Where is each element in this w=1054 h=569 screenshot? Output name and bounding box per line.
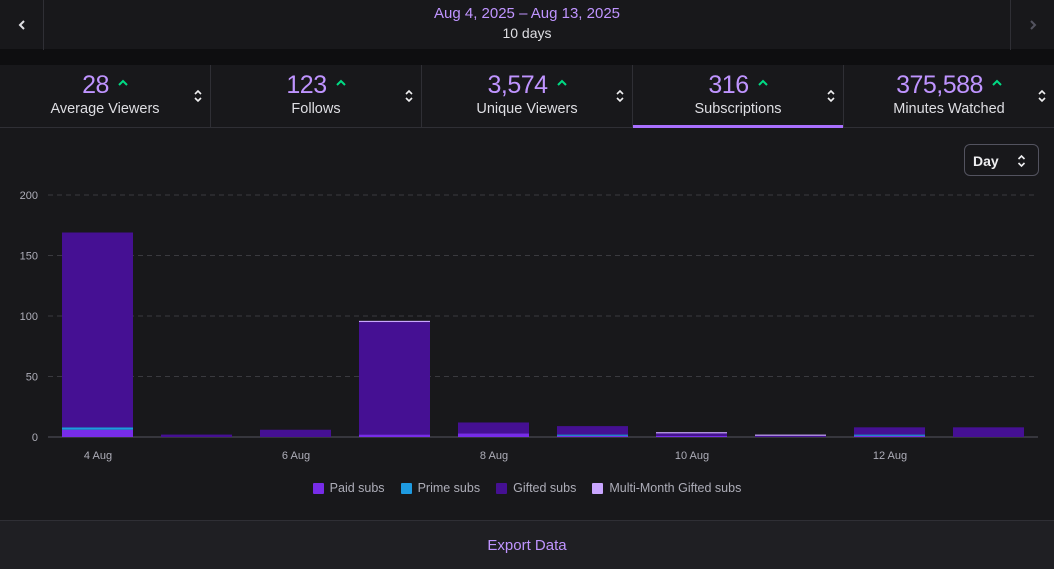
date-range: Aug 4, 2025 – Aug 13, 2025 (434, 5, 620, 22)
y-tick-label: 50 (26, 372, 38, 384)
legend-swatch (496, 482, 508, 494)
x-tick-label: 8 Aug (480, 450, 508, 462)
chart-footer: Export Data (0, 520, 1054, 569)
interval-select[interactable]: Day (964, 144, 1039, 176)
stat-value: 316 (708, 71, 749, 99)
legend-swatch (312, 482, 324, 494)
bar-segment (755, 434, 826, 436)
x-tick-label: 10 Aug (675, 450, 709, 462)
legend-swatch (592, 482, 604, 494)
subscriptions-chart: 0 50 100 150 200 4 Aug 6 Aug 8 Aug 10 Aug 12 Aug (20, 190, 1038, 462)
bar-segment (854, 435, 925, 437)
bar-segment (359, 434, 430, 437)
x-tick-label: 6 Aug (282, 450, 310, 462)
chevron-left-icon (18, 20, 25, 30)
stat-label: Average Viewers (50, 101, 160, 117)
legend-label: Gifted subs (513, 481, 577, 495)
y-tick-label: 200 (20, 190, 38, 202)
bar-segment (161, 434, 232, 437)
trend-up-icon (992, 79, 1002, 86)
bar-segment (755, 435, 826, 437)
legend-item-gifted-subs[interactable]: Gifted subs (496, 481, 576, 495)
stat-value: 123 (286, 71, 327, 99)
previous-period-button[interactable] (0, 0, 44, 50)
interval-select-value: Day (973, 153, 999, 169)
stat-value: 375,588 (896, 71, 983, 99)
bar-segment (458, 422, 529, 434)
legend-label: Prime subs (417, 481, 481, 495)
tab-minutes-watched[interactable]: 375,588 Minutes Watched (844, 65, 1054, 127)
legend-label: Multi-Month Gifted subs (609, 481, 742, 495)
y-tick-label: 100 (20, 311, 38, 323)
stat-value: 3,574 (487, 71, 548, 99)
y-tick-label: 0 (32, 432, 38, 444)
sort-icon (616, 89, 624, 103)
bar-segment (62, 427, 133, 430)
bar-segment (359, 322, 430, 435)
chart-panel: 0 50 100 150 200 4 Aug 6 Aug 8 Aug 10 Aug 12 Aug … (0, 128, 1054, 520)
x-tick-label: 4 Aug (84, 450, 112, 462)
bar-segment (458, 433, 529, 437)
legend-swatch (400, 482, 412, 494)
bar-segment (557, 434, 628, 436)
stat-label: Subscriptions (694, 101, 782, 117)
bar-segment (656, 435, 727, 437)
next-period-button[interactable] (1010, 0, 1054, 50)
bar-segment (656, 432, 727, 434)
bar-segment (557, 435, 628, 437)
sort-icon (405, 89, 413, 103)
bar-segment (359, 320, 430, 323)
export-data-button[interactable]: Export Data (487, 537, 567, 554)
bar-segment (854, 427, 925, 435)
stat-tabs: 28 Average Viewers 123 Follows 3,574 Uni… (0, 65, 1054, 128)
bar-segment (656, 433, 727, 436)
stat-value: 28 (82, 71, 109, 99)
bar-segment (62, 232, 133, 428)
bar-segment (854, 434, 925, 436)
stat-label: Minutes Watched (893, 101, 1005, 117)
sort-icon (1038, 89, 1046, 103)
bar-segment (260, 429, 331, 437)
sort-icon (827, 89, 835, 103)
legend-item-multi-month-gifted-subs[interactable]: Multi-Month Gifted subs (592, 481, 741, 495)
bar-segment (62, 429, 133, 437)
chevron-right-icon (1029, 20, 1036, 30)
tab-unique-viewers[interactable]: 3,574 Unique Viewers (422, 65, 633, 127)
legend-item-paid-subs[interactable]: Paid subs (312, 481, 385, 495)
stat-label: Unique Viewers (476, 101, 578, 117)
trend-up-icon (757, 79, 768, 86)
trend-up-icon (556, 79, 567, 86)
chart-legend: Paid subs Prime subs Gifted subs Multi-M… (0, 481, 1054, 495)
trend-up-icon (118, 79, 128, 86)
sort-icon (194, 89, 202, 103)
x-tick-label: 12 Aug (873, 450, 907, 462)
legend-item-prime-subs[interactable]: Prime subs (400, 481, 481, 495)
bar-segment (953, 427, 1024, 437)
tab-follows[interactable]: 123 Follows (211, 65, 422, 127)
date-duration: 10 days (502, 25, 552, 41)
legend-label: Paid subs (329, 481, 385, 495)
stat-label: Follows (291, 101, 341, 117)
sort-icon (1017, 154, 1026, 168)
trend-up-icon (335, 79, 346, 86)
bar-segment (557, 426, 628, 435)
y-tick-label: 150 (20, 251, 38, 263)
date-header: Aug 4, 2025 – Aug 13, 2025 10 days (0, 0, 1054, 50)
tab-subscriptions[interactable]: 316 Subscriptions (633, 65, 844, 128)
tab-average-viewers[interactable]: 28 Average Viewers (0, 65, 211, 127)
header-separator (0, 50, 1054, 65)
